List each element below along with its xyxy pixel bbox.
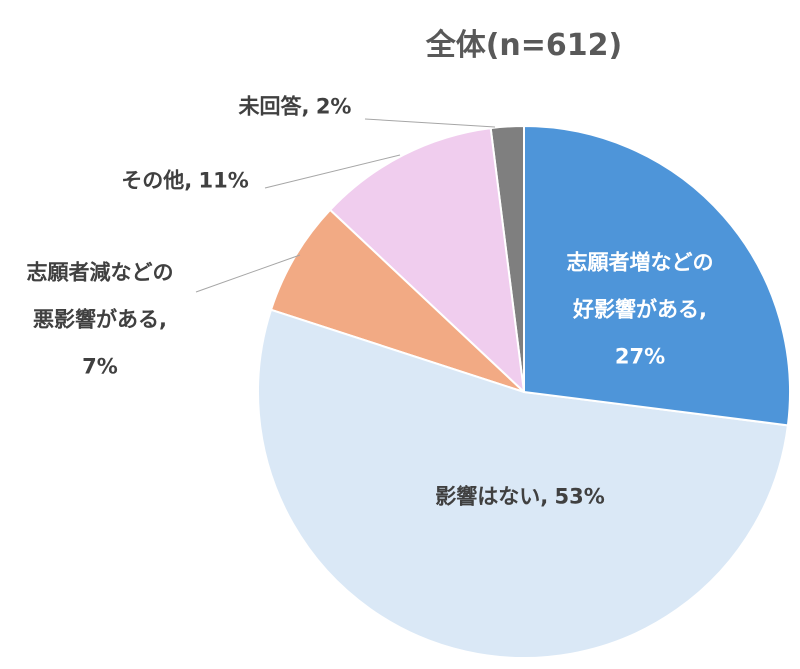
leader-line [195, 254, 301, 293]
pie-slice [328, 126, 526, 395]
chart-title: 全体(n=612) [425, 28, 623, 63]
value-label: 53% [554, 484, 605, 509]
value-label: 7% [82, 354, 118, 379]
data-label: 志願者減などの悪影響がある, 7% [23, 250, 176, 391]
leader-line [364, 118, 496, 128]
data-label: その他, 11% [121, 158, 249, 205]
leader-line [264, 154, 401, 189]
pie-slice [257, 308, 790, 659]
category-label: 志願者増などの好影響がある, [566, 250, 714, 322]
category-label: 影響はない, [435, 484, 549, 509]
data-label: 未回答, 2% [239, 84, 352, 131]
pie-slice [523, 124, 791, 427]
category-label: 志願者減などの悪影響がある, [26, 260, 174, 332]
value-label: 27% [614, 344, 666, 369]
value-label: 2% [315, 94, 352, 119]
data-label: 志願者増などの好影響がある, 27% [563, 240, 716, 381]
data-label: 影響はない, 53% [435, 474, 605, 521]
category-label: 未回答, [238, 94, 310, 119]
value-label: 11% [198, 168, 249, 193]
category-label: その他, [121, 168, 193, 193]
leader-lines [195, 118, 496, 293]
